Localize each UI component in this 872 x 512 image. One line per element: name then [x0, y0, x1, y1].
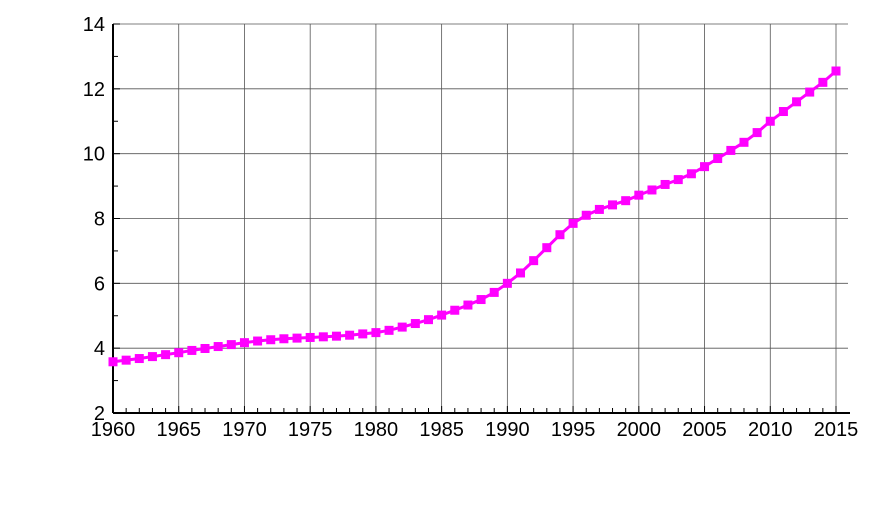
data-point-marker — [686, 169, 696, 179]
data-point-marker — [516, 268, 526, 278]
data-point-marker — [673, 175, 683, 185]
data-point-marker — [765, 116, 775, 126]
x-axis-tick-labels: 1960 1965 1970 1975 1980 1985 1990 1995 2000 2005… — [91, 419, 859, 441]
data-point-marker — [384, 325, 394, 335]
y-tick-label: 14 — [83, 14, 105, 36]
data-point-marker — [134, 354, 144, 364]
data-point-marker — [371, 328, 381, 338]
data-point-marker — [397, 322, 407, 332]
x-tick-label: 1975 — [288, 419, 333, 441]
data-point-marker — [292, 333, 302, 343]
data-point-marker — [345, 330, 355, 340]
y-tick-label: 2 — [94, 403, 105, 425]
data-point-marker — [818, 77, 828, 87]
data-point-marker — [226, 340, 236, 350]
data-point-marker — [542, 243, 552, 253]
data-point-marker — [778, 107, 788, 117]
y-tick-label: 12 — [83, 79, 105, 101]
data-point-marker — [608, 200, 618, 210]
data-point-marker — [621, 196, 631, 206]
data-point-marker — [410, 319, 420, 329]
series-group — [108, 66, 841, 367]
data-point-marker — [752, 128, 762, 138]
y-tick-label: 4 — [94, 338, 105, 360]
data-point-marker — [239, 338, 249, 348]
data-point-marker — [318, 332, 328, 342]
data-point-marker — [305, 332, 315, 342]
data-point-marker — [489, 287, 499, 297]
data-point-marker — [213, 342, 223, 352]
data-point-marker — [647, 185, 657, 195]
data-point-marker — [450, 305, 460, 315]
data-point-marker — [660, 179, 670, 189]
data-point-marker — [805, 87, 815, 97]
x-tick-label: 2005 — [682, 419, 727, 441]
data-point-marker — [200, 343, 210, 353]
grid-lines — [113, 23, 848, 413]
x-tick-label: 1960 — [91, 419, 136, 441]
x-tick-label: 1990 — [485, 419, 530, 441]
axes — [112, 24, 850, 414]
data-point-marker — [463, 300, 473, 310]
data-point-marker — [568, 218, 578, 228]
data-point-marker — [713, 154, 723, 164]
data-point-marker — [174, 348, 184, 358]
y-tick-label: 6 — [94, 273, 105, 295]
x-tick-label: 1970 — [222, 419, 267, 441]
data-point-marker — [555, 230, 565, 240]
data-point-marker — [581, 210, 591, 220]
data-point-marker — [266, 335, 276, 345]
data-point-marker — [358, 329, 368, 339]
y-axis-tick-labels: 2 4 6 8 10 12 14 — [83, 14, 105, 425]
x-tick-label: 2000 — [617, 419, 662, 441]
y-tick-label: 8 — [94, 209, 105, 231]
data-point-marker — [831, 66, 841, 76]
data-point-marker — [161, 350, 171, 360]
data-point-marker — [594, 204, 604, 214]
data-point-marker — [187, 345, 197, 355]
data-point-marker — [108, 357, 118, 367]
x-tick-label: 1980 — [354, 419, 399, 441]
data-point-marker — [121, 355, 131, 365]
x-tick-label: 2015 — [814, 419, 859, 441]
data-point-marker — [726, 145, 736, 155]
data-point-marker — [529, 256, 539, 266]
data-point-marker — [331, 331, 341, 341]
x-tick-label: 2010 — [748, 419, 793, 441]
x-tick-label: 1965 — [156, 419, 201, 441]
data-point-marker — [502, 278, 512, 288]
x-tick-label: 1995 — [551, 419, 596, 441]
data-point-marker — [700, 162, 710, 172]
data-point-marker — [279, 334, 289, 344]
data-point-marker — [634, 190, 644, 200]
x-tick-label: 1985 — [419, 419, 464, 441]
y-tick-label: 10 — [83, 144, 105, 166]
data-point-marker — [437, 310, 447, 320]
data-point-marker — [147, 352, 157, 362]
data-point-marker — [476, 295, 486, 305]
data-point-marker — [253, 336, 263, 346]
data-point-marker — [739, 137, 749, 147]
data-point-marker — [423, 315, 433, 325]
data-point-marker — [792, 97, 802, 107]
series-line — [112, 69, 837, 364]
